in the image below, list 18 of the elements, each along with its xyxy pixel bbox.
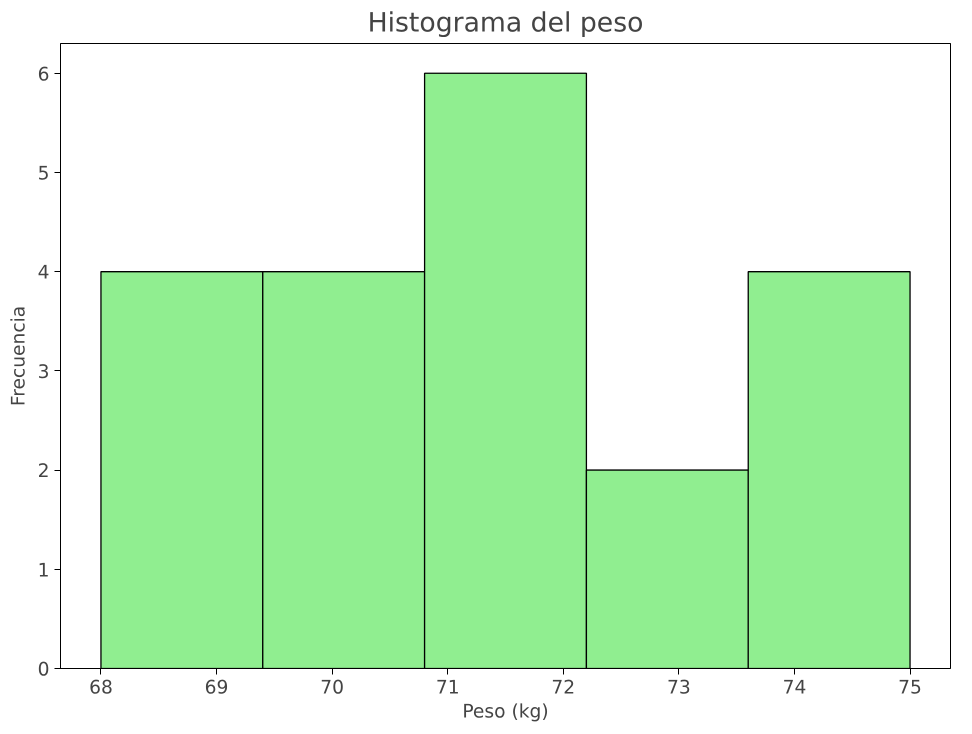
x-tick-label: 69	[204, 678, 228, 698]
x-tick-label: 68	[89, 678, 113, 698]
x-tick-label: 72	[551, 678, 576, 698]
y-tick-label: 0	[38, 660, 50, 680]
y-tick-label: 3	[38, 362, 50, 383]
x-tick-label: 70	[320, 678, 344, 698]
chart-title: Histograma del peso	[368, 8, 644, 38]
x-tick-label: 73	[667, 678, 691, 698]
y-tick-label: 1	[38, 560, 50, 582]
x-tick-label: 75	[898, 678, 922, 698]
y-tick-label: 4	[38, 262, 50, 284]
y-tick-label: 6	[38, 64, 50, 86]
y-axis-title: Frecuencia	[8, 306, 30, 406]
x-tick-label: 74	[782, 678, 806, 698]
x-tick-label: 71	[436, 678, 460, 698]
y-tick-label: 5	[38, 163, 50, 184]
y-tick-label: 2	[38, 461, 50, 482]
x-axis-title: Peso (kg)	[462, 702, 549, 722]
